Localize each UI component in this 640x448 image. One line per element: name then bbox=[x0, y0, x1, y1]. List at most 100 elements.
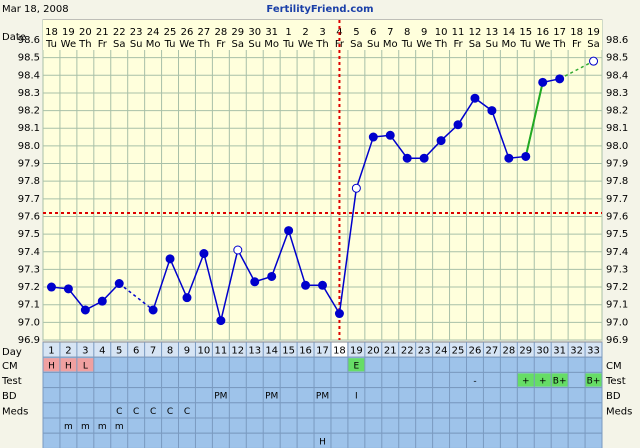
temperature-point bbox=[351, 183, 361, 193]
temperature-point bbox=[487, 106, 497, 116]
date-label: 20 bbox=[79, 27, 92, 38]
y-tick-label-right: 98.3 bbox=[606, 88, 628, 99]
entry-cell bbox=[585, 373, 602, 387]
temperature-point bbox=[318, 280, 327, 290]
row-label-right: CM bbox=[606, 361, 622, 372]
date-label: 5 bbox=[353, 27, 359, 38]
date-label: 16 bbox=[536, 27, 549, 38]
row-entry: C bbox=[150, 407, 156, 417]
temperature-point bbox=[114, 279, 124, 289]
y-tick-label-right: 98.1 bbox=[606, 123, 628, 134]
row-band bbox=[42, 356, 603, 373]
temperature-point bbox=[385, 130, 395, 140]
date-label: 26 bbox=[181, 27, 194, 38]
day-number: 13 bbox=[248, 346, 261, 357]
day-number: 28 bbox=[502, 346, 515, 357]
y-tick-label-right: 98.2 bbox=[606, 106, 628, 117]
weekday-label: Sa bbox=[587, 39, 599, 50]
date-label: 14 bbox=[502, 27, 515, 38]
temperature-point bbox=[436, 136, 446, 146]
weekday-label: Tu bbox=[282, 39, 294, 50]
date-label: 27 bbox=[198, 27, 211, 38]
weekday-label: Mo bbox=[383, 39, 398, 50]
date-label: 30 bbox=[248, 27, 261, 38]
y-tick-label: 97.9 bbox=[18, 159, 40, 170]
temperature-point bbox=[453, 120, 463, 130]
day-number: 25 bbox=[452, 346, 465, 357]
weekday-label: Sa bbox=[232, 39, 244, 50]
weekday-label: Fr bbox=[453, 39, 463, 50]
row-band bbox=[42, 417, 603, 434]
row-label-right: Test bbox=[605, 376, 626, 387]
temperature-point bbox=[233, 245, 243, 255]
day-number: 20 bbox=[367, 346, 380, 357]
weekday-label: We bbox=[61, 39, 76, 50]
temperature-point bbox=[301, 280, 311, 290]
temperature-point bbox=[199, 249, 209, 259]
temperature-point bbox=[165, 254, 175, 264]
temperature-point bbox=[521, 151, 531, 161]
temperature-point bbox=[589, 56, 599, 66]
chart-title: Mar 18, 2008 bbox=[2, 4, 69, 15]
row-entry: C bbox=[167, 407, 173, 417]
y-tick-label: 98.2 bbox=[18, 106, 40, 117]
row-entry: B+ bbox=[587, 377, 601, 387]
temperature-point bbox=[470, 93, 480, 103]
weekday-label: Th bbox=[552, 39, 565, 50]
date-label: 23 bbox=[130, 27, 143, 38]
y-tick-label: 98.6 bbox=[18, 35, 40, 46]
date-label: 1 bbox=[285, 27, 291, 38]
date-label: 10 bbox=[435, 27, 448, 38]
temperature-point bbox=[538, 77, 548, 87]
date-label: 24 bbox=[147, 27, 160, 38]
y-tick-label-right: 97.3 bbox=[606, 264, 628, 275]
y-tick-label: 97.5 bbox=[18, 229, 40, 240]
row-entry: PM bbox=[214, 392, 227, 402]
weekday-label: We bbox=[416, 39, 431, 50]
day-number: 10 bbox=[198, 346, 211, 357]
day-number: 26 bbox=[469, 346, 482, 357]
date-label: 19 bbox=[587, 27, 600, 38]
date-label: 18 bbox=[570, 27, 583, 38]
day-number: 3 bbox=[82, 346, 88, 357]
day-number: 22 bbox=[401, 346, 414, 357]
row-entry: E bbox=[354, 361, 360, 371]
weekday-label: Th bbox=[78, 39, 91, 50]
date-label: 28 bbox=[214, 27, 227, 38]
day-number: 5 bbox=[116, 346, 122, 357]
y-tick-label-right: 97.0 bbox=[606, 317, 628, 328]
weekday-label: Mo bbox=[146, 39, 161, 50]
y-tick-label: 97.2 bbox=[18, 282, 40, 293]
temperature-point bbox=[80, 305, 90, 315]
date-label: 9 bbox=[421, 27, 427, 38]
y-tick-label-right: 96.9 bbox=[606, 335, 628, 346]
temperature-point bbox=[97, 296, 107, 306]
row-entry: H bbox=[48, 361, 55, 371]
y-tick-label: 98.3 bbox=[18, 88, 40, 99]
day-number: 21 bbox=[384, 346, 397, 357]
temperature-point bbox=[368, 132, 378, 142]
day-label: Day bbox=[2, 347, 22, 358]
day-number: 11 bbox=[214, 346, 227, 357]
day-number: 16 bbox=[299, 346, 312, 357]
y-tick-label: 97.3 bbox=[18, 264, 40, 275]
site-name[interactable]: FertilityFriend.com bbox=[266, 4, 373, 15]
temperature-point bbox=[402, 153, 412, 163]
highlight-segment bbox=[524, 82, 544, 157]
temperature-point bbox=[148, 305, 158, 315]
date-label: 21 bbox=[96, 27, 109, 38]
weekday-label: Su bbox=[248, 39, 261, 50]
day-number: 9 bbox=[184, 346, 190, 357]
date-label: 12 bbox=[469, 27, 482, 38]
weekday-label: Tu bbox=[519, 39, 531, 50]
y-tick-label: 98.4 bbox=[18, 70, 40, 81]
date-label: 11 bbox=[452, 27, 465, 38]
date-label: 6 bbox=[370, 27, 376, 38]
weekday-label: Th bbox=[434, 39, 447, 50]
row-label-right: BD bbox=[606, 391, 621, 402]
row-band bbox=[42, 402, 603, 419]
temperature-point bbox=[284, 226, 294, 236]
weekday-label: Tu bbox=[164, 39, 176, 50]
row-label: Meds bbox=[2, 406, 28, 417]
